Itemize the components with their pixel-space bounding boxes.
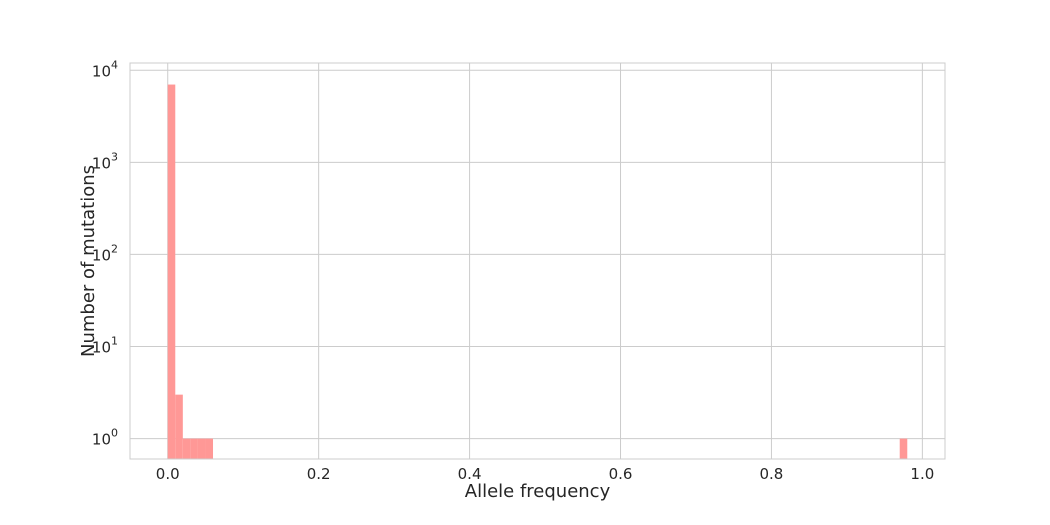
- plot-frame: [129, 62, 946, 460]
- x-tick-label: 1.0: [910, 465, 934, 483]
- x-axis-label: Allele frequency: [465, 481, 611, 502]
- x-tick-label: 0.4: [458, 465, 482, 483]
- y-axis-ticks: 100 101 102 103 104: [92, 58, 118, 448]
- histogram-bar: [182, 438, 191, 459]
- plot-background: [130, 63, 945, 459]
- x-tick-label: 0.6: [609, 465, 633, 483]
- grid-lines: [130, 63, 945, 459]
- y-tick-label: 100: [92, 427, 118, 449]
- histogram-bars: [167, 84, 908, 459]
- histogram-bar: [899, 438, 908, 459]
- y-tick-label: 103: [92, 150, 118, 172]
- y-axis-label: Number of mutations: [78, 165, 99, 357]
- y-tick-label: 101: [92, 335, 118, 357]
- histogram-bar: [205, 438, 214, 459]
- histogram-bar: [197, 438, 206, 459]
- x-tick-label: 0.2: [307, 465, 331, 483]
- y-tick-label: 104: [92, 58, 118, 80]
- x-tick-label: 0.8: [760, 465, 784, 483]
- histogram-bar: [167, 84, 176, 459]
- x-tick-label: 0.0: [156, 465, 180, 483]
- histogram-bar: [190, 438, 198, 459]
- x-axis-ticks: 0.0 0.2 0.4 0.6 0.8 1.0: [156, 465, 934, 483]
- histogram-bar: [175, 394, 183, 459]
- y-tick-label: 102: [92, 242, 118, 264]
